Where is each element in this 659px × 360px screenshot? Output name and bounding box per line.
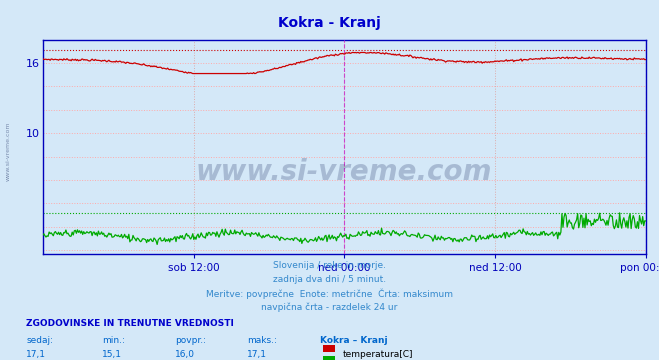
Text: maks.:: maks.:: [247, 336, 277, 345]
Text: Kokra - Kranj: Kokra - Kranj: [278, 16, 381, 30]
Text: ZGODOVINSKE IN TRENUTNE VREDNOSTI: ZGODOVINSKE IN TRENUTNE VREDNOSTI: [26, 319, 234, 328]
Text: 15,1: 15,1: [102, 350, 122, 359]
Text: 17,1: 17,1: [247, 350, 267, 359]
Text: www.si-vreme.com: www.si-vreme.com: [196, 158, 492, 186]
Text: Slovenija / reke in morje.: Slovenija / reke in morje.: [273, 261, 386, 270]
Text: 16,0: 16,0: [175, 350, 194, 359]
Text: www.si-vreme.com: www.si-vreme.com: [5, 121, 11, 181]
Text: temperatura[C]: temperatura[C]: [343, 350, 413, 359]
Text: Kokra – Kranj: Kokra – Kranj: [320, 336, 387, 345]
Text: navpična črta - razdelek 24 ur: navpična črta - razdelek 24 ur: [262, 302, 397, 311]
Text: min.:: min.:: [102, 336, 125, 345]
Text: povpr.:: povpr.:: [175, 336, 206, 345]
Text: sedaj:: sedaj:: [26, 336, 53, 345]
Text: zadnja dva dni / 5 minut.: zadnja dva dni / 5 minut.: [273, 275, 386, 284]
Text: Meritve: povprečne  Enote: metrične  Črta: maksimum: Meritve: povprečne Enote: metrične Črta:…: [206, 288, 453, 299]
Text: 17,1: 17,1: [26, 350, 46, 359]
